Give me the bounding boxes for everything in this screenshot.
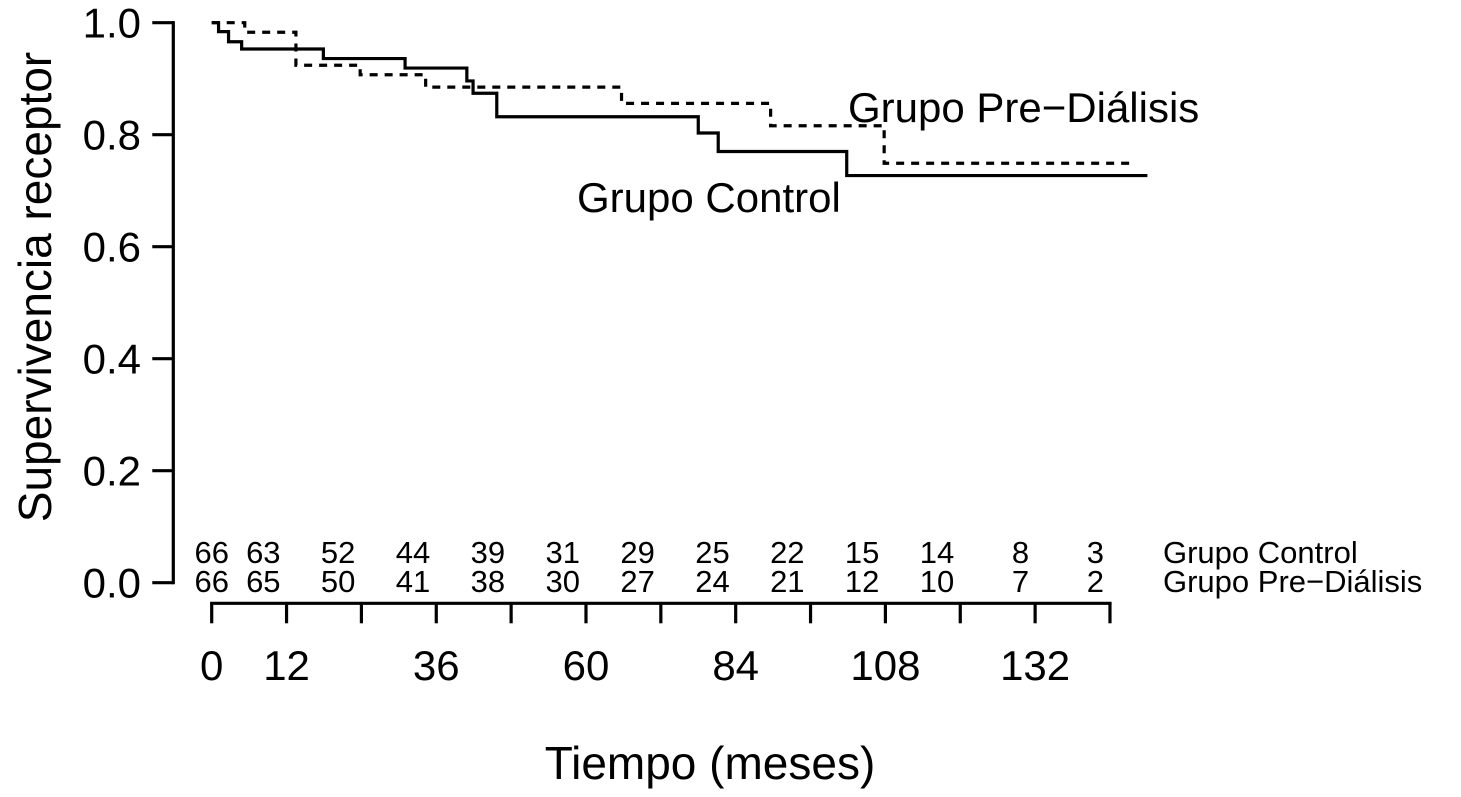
risk-value: 29 [620,535,654,570]
y-tick-label: 0.4 [83,336,141,383]
risk-value: 39 [471,535,505,570]
risk-value: 31 [545,535,579,570]
risk-value: 52 [321,535,355,570]
risk-value: 50 [321,564,355,599]
y-tick-label: 1.0 [83,0,141,47]
risk-value: 44 [396,535,430,570]
x-tick-label: 36 [413,642,460,689]
risk-value: 65 [246,564,280,599]
x-tick-label: 60 [563,642,610,689]
risk-value: 12 [845,564,879,599]
risk-value: 15 [845,535,879,570]
risk-value: 10 [920,564,954,599]
risk-row-label-predialisis: Grupo Pre−Diálisis [1163,564,1423,599]
risk-value: 22 [770,535,804,570]
y-tick-label: 0.0 [83,560,141,607]
x-tick-label: 132 [1000,642,1070,689]
risk-value: 66 [194,535,228,570]
risk-value: 25 [695,535,729,570]
predialisis-curve-label: Grupo Pre−Diálisis [848,84,1200,131]
risk-value: 30 [545,564,579,599]
x-tick-label: 0 [200,642,223,689]
y-tick-label: 0.8 [83,112,141,159]
y-axis-title: Supervivencia receptor [9,51,61,523]
risk-value: 14 [920,535,954,570]
risk-value: 41 [396,564,430,599]
x-tick-label: 12 [263,642,310,689]
risk-value: 24 [695,564,729,599]
control-curve-label: Grupo Control [577,174,841,221]
y-tick-label: 0.6 [83,224,141,271]
x-axis-title: Tiempo (meses) [544,737,876,789]
predialisis-curve [211,21,1135,165]
risk-row-label-control: Grupo Control [1163,535,1358,570]
x-tick-label: 108 [850,642,920,689]
risk-value: 66 [194,564,228,599]
risk-value: 7 [1012,564,1029,599]
risk-value: 2 [1087,564,1104,599]
risk-value: 8 [1012,535,1029,570]
control-curve [211,21,1148,178]
x-tick-label: 84 [712,642,759,689]
risk-value: 27 [620,564,654,599]
risk-value: 21 [770,564,804,599]
risk-value: 38 [471,564,505,599]
risk-value: 63 [246,535,280,570]
risk-value: 3 [1087,535,1104,570]
y-tick-label: 0.2 [83,448,141,495]
